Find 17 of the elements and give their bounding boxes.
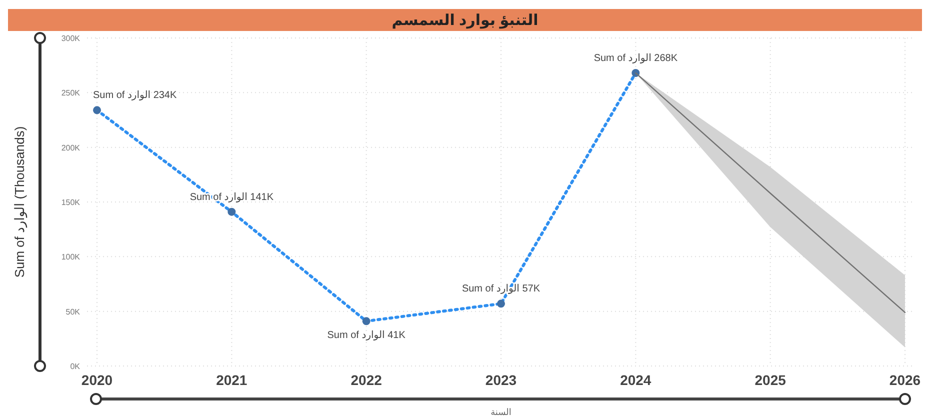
x-tick-label: 2023 — [485, 372, 517, 388]
y-tick-label: 250K — [61, 88, 81, 98]
y-tick-label: 200K — [61, 143, 81, 152]
y-tick-label: 0K — [70, 362, 81, 371]
y-tick-label: 150K — [61, 198, 81, 207]
x-tick-label: 2024 — [620, 372, 652, 388]
x-tick-label: 2020 — [81, 372, 113, 388]
x-tick-label: 2021 — [216, 372, 248, 388]
chart-title: التنبؤ بوارد السمسم — [392, 12, 538, 29]
x-axis-title: السنة — [490, 407, 512, 417]
y-tick-label: 50K — [66, 307, 81, 316]
x-tick-label: 2022 — [350, 372, 382, 388]
x-tick-label: 2026 — [889, 372, 921, 388]
y-tick-label: 100K — [61, 252, 81, 262]
y-axis-title: Sum of الوارد (Thousands) — [12, 126, 28, 278]
x-tick-label: 2025 — [754, 372, 786, 388]
y-tick-label: 300K — [61, 34, 81, 43]
